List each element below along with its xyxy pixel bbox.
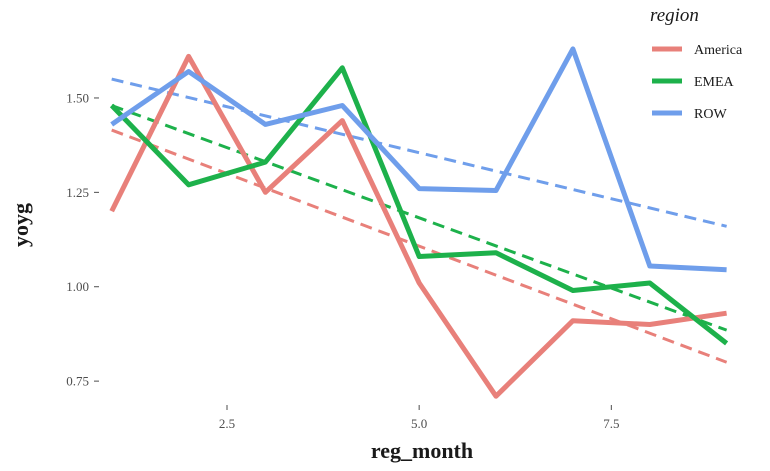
series-line-row [110,46,727,273]
series-line-america [109,53,727,399]
x-tick-label: 7.5 [603,416,619,431]
trend-line-row [111,77,727,228]
legend-items: America EMEA ROW [652,43,743,122]
y-tick-label: 0.75 [66,374,89,389]
y-tick-label: 1.00 [66,279,89,294]
y-axis-title: yoyg [8,203,33,247]
x-tick-label: 2.5 [219,416,235,431]
y-tick-label: 1.50 [66,90,89,105]
legend-label-row: ROW [694,107,727,122]
trend-line-emea [111,104,728,332]
legend-title: region [650,5,699,26]
y-axis-ticks: 0.75 1.00 1.25 1.50 [66,90,99,389]
series-lines [109,46,729,399]
x-axis-title: reg_month [371,438,473,463]
x-tick-label: 5.0 [411,416,427,431]
trend-line-america [111,128,728,364]
series-line-emea [109,65,729,346]
legend-label-america: America [694,43,743,58]
x-axis-ticks: 2.5 5.0 7.5 [219,405,619,431]
legend: region America EMEA ROW [650,5,743,122]
y-tick-label: 1.25 [66,185,89,200]
legend-label-emea: EMEA [694,75,735,90]
